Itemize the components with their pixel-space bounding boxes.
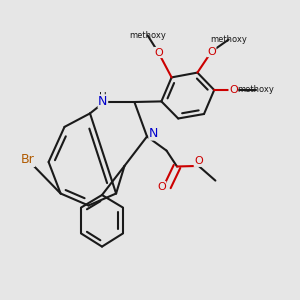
Text: methoxy: methoxy (210, 35, 247, 44)
Text: H: H (99, 92, 107, 102)
Text: methoxy: methoxy (129, 31, 166, 40)
Text: O: O (154, 47, 163, 58)
Text: O: O (157, 182, 166, 192)
Text: O: O (207, 46, 216, 57)
Text: N: N (149, 127, 158, 140)
Text: methoxy: methoxy (237, 85, 274, 94)
Text: Br: Br (21, 153, 35, 167)
Text: O: O (194, 156, 203, 167)
Text: O: O (229, 85, 238, 95)
Text: N: N (98, 95, 108, 108)
